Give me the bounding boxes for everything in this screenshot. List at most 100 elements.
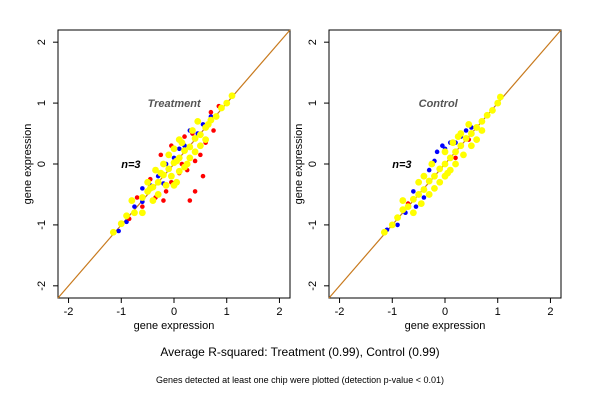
y-tick-label: -1	[36, 220, 48, 230]
y-tick-label: 2	[307, 39, 319, 45]
r-squared-caption: Average R-squared: Treatment (0.99), Con…	[160, 345, 440, 359]
y-axis-label: gene expression	[293, 124, 305, 205]
data-point	[208, 109, 214, 115]
data-point	[165, 151, 173, 159]
data-point	[170, 145, 178, 153]
x-tick-label: -2	[335, 306, 345, 318]
data-point	[175, 136, 183, 144]
x-tick-label: 0	[442, 306, 448, 318]
panel-0: -2 -1 0 1 2 -2 -1 0 1 2 gene expression gene expres…	[22, 29, 291, 332]
y-tick-label: 1	[307, 100, 319, 106]
data-point	[198, 152, 203, 158]
data-point	[182, 134, 187, 139]
data-point	[167, 172, 175, 180]
data-point	[173, 157, 181, 165]
data-point	[140, 204, 145, 209]
data-point	[380, 228, 388, 236]
data-point	[202, 136, 210, 144]
data-point	[149, 197, 157, 204]
data-point	[131, 209, 138, 217]
data-point	[134, 195, 140, 200]
panel-1: -2 -1 0 1 2 -2 -1 0 1 2 gene expression gene expres…	[293, 29, 562, 332]
data-point	[494, 99, 502, 107]
data-point	[194, 117, 202, 125]
data-point	[478, 127, 486, 134]
data-point	[211, 128, 216, 133]
data-point	[191, 135, 199, 142]
data-point	[473, 124, 481, 131]
data-point	[196, 131, 204, 139]
data-point	[457, 142, 465, 150]
data-point	[170, 181, 178, 189]
y-axis-label: gene expression	[22, 124, 34, 205]
data-point	[413, 204, 419, 209]
data-point	[425, 191, 433, 198]
data-point	[465, 121, 473, 128]
data-point	[165, 165, 173, 173]
data-point	[162, 181, 170, 189]
data-point	[109, 228, 117, 236]
data-point	[411, 189, 416, 194]
data-point	[441, 172, 449, 180]
data-point	[428, 160, 436, 168]
series-2	[109, 92, 236, 236]
data-point	[467, 142, 475, 150]
data-point	[446, 154, 454, 162]
data-point	[189, 127, 196, 134]
x-tick-label: 1	[495, 306, 501, 318]
data-point	[187, 198, 193, 203]
panel-title: Control	[419, 98, 459, 110]
y-tick-label: 1	[36, 100, 48, 106]
x-axis-label: gene expression	[134, 320, 215, 332]
data-point	[154, 178, 162, 186]
x-tick-label: 0	[171, 306, 177, 318]
data-point	[462, 135, 470, 142]
data-point	[436, 165, 444, 173]
data-point	[421, 195, 427, 200]
data-point	[186, 143, 194, 151]
sample-count-label: n=3	[121, 159, 140, 171]
data-point	[124, 219, 129, 225]
data-point	[415, 191, 423, 198]
data-point	[144, 178, 152, 186]
data-point	[473, 136, 481, 144]
data-point	[212, 113, 220, 120]
data-point	[483, 111, 491, 119]
series-2	[380, 93, 504, 236]
data-point	[399, 206, 407, 214]
data-point	[440, 143, 445, 149]
data-point	[460, 151, 467, 159]
data-point	[431, 172, 438, 180]
data-point	[228, 92, 236, 100]
data-point	[395, 222, 400, 228]
data-point	[463, 128, 469, 133]
data-point	[449, 139, 457, 147]
data-point	[452, 160, 459, 168]
data-point	[404, 203, 412, 211]
data-point	[399, 197, 407, 204]
data-point	[417, 200, 425, 207]
data-point	[453, 155, 458, 161]
data-point	[157, 169, 165, 177]
data-point	[204, 121, 212, 128]
data-point	[138, 194, 146, 201]
data-point	[454, 133, 462, 140]
data-point	[441, 148, 449, 156]
x-tick-label: 2	[547, 306, 553, 318]
data-point	[489, 107, 496, 114]
data-point	[128, 197, 136, 204]
x-tick-label: -2	[64, 306, 74, 318]
data-point	[431, 184, 438, 192]
data-point	[116, 228, 121, 234]
data-point	[192, 158, 198, 164]
data-point	[388, 221, 396, 229]
data-point	[132, 204, 137, 209]
data-point	[441, 160, 449, 168]
data-point	[181, 163, 188, 171]
data-point	[496, 93, 504, 101]
x-tick-label: -1	[387, 306, 397, 318]
data-point	[223, 99, 231, 107]
data-point	[140, 186, 145, 191]
